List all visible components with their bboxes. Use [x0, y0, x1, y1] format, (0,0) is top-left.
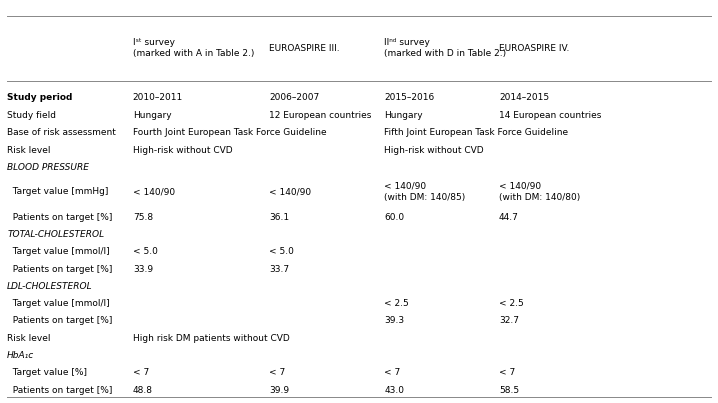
Text: 48.8: 48.8	[133, 386, 153, 395]
Text: 43.0: 43.0	[384, 386, 404, 395]
Text: < 7: < 7	[384, 368, 401, 377]
Text: Hungary: Hungary	[384, 111, 423, 120]
Text: < 2.5: < 2.5	[499, 299, 523, 308]
Text: Target value [mmHg]: Target value [mmHg]	[7, 187, 108, 196]
Text: Fourth Joint European Task Force Guideline: Fourth Joint European Task Force Guideli…	[133, 129, 327, 137]
Text: 60.0: 60.0	[384, 213, 404, 222]
Text: EUROASPIRE IV.: EUROASPIRE IV.	[499, 44, 569, 53]
Text: BLOOD PRESSURE: BLOOD PRESSURE	[7, 163, 89, 172]
Text: 75.8: 75.8	[133, 213, 153, 222]
Text: High risk DM patients without CVD: High risk DM patients without CVD	[133, 334, 289, 343]
Text: 32.7: 32.7	[499, 316, 519, 326]
Text: 2015–2016: 2015–2016	[384, 93, 434, 102]
Text: < 5.0: < 5.0	[269, 247, 294, 256]
Text: Patients on target [%]: Patients on target [%]	[7, 386, 113, 395]
Text: 14 European countries: 14 European countries	[499, 111, 602, 120]
Text: Risk level: Risk level	[7, 334, 51, 343]
Text: Hungary: Hungary	[133, 111, 172, 120]
Text: Study field: Study field	[7, 111, 56, 120]
Text: 58.5: 58.5	[499, 386, 519, 395]
Text: 33.9: 33.9	[133, 265, 153, 274]
Text: Study period: Study period	[7, 93, 73, 102]
Text: 39.9: 39.9	[269, 386, 289, 395]
Text: Patients on target [%]: Patients on target [%]	[7, 265, 113, 274]
Text: Iˢᵗ survey
(marked with A in Table 2.): Iˢᵗ survey (marked with A in Table 2.)	[133, 38, 254, 58]
Text: IIⁿᵈ survey
(marked with D in Table 2.): IIⁿᵈ survey (marked with D in Table 2.)	[384, 38, 506, 58]
Text: EUROASPIRE III.: EUROASPIRE III.	[269, 44, 340, 53]
Text: < 140/90: < 140/90	[133, 187, 175, 196]
Text: Target value [mmol/l]: Target value [mmol/l]	[7, 247, 110, 256]
Text: Patients on target [%]: Patients on target [%]	[7, 213, 113, 222]
Text: LDL-CHOLESTEROL: LDL-CHOLESTEROL	[7, 282, 93, 291]
Text: 39.3: 39.3	[384, 316, 404, 326]
Text: Target value [%]: Target value [%]	[7, 368, 87, 377]
Text: Patients on target [%]: Patients on target [%]	[7, 316, 113, 326]
Text: HbA₁ᴄ: HbA₁ᴄ	[7, 351, 34, 360]
Text: 2006–2007: 2006–2007	[269, 93, 320, 102]
Text: < 5.0: < 5.0	[133, 247, 158, 256]
Text: < 140/90
(with DM: 140/80): < 140/90 (with DM: 140/80)	[499, 181, 580, 202]
Text: Risk level: Risk level	[7, 146, 51, 155]
Text: Target value [mmol/l]: Target value [mmol/l]	[7, 299, 110, 308]
Text: Fifth Joint European Task Force Guideline: Fifth Joint European Task Force Guidelin…	[384, 129, 568, 137]
Text: < 2.5: < 2.5	[384, 299, 409, 308]
Text: High-risk without CVD: High-risk without CVD	[384, 146, 484, 155]
Text: 2014–2015: 2014–2015	[499, 93, 549, 102]
Text: < 140/90
(with DM: 140/85): < 140/90 (with DM: 140/85)	[384, 181, 465, 202]
Text: 44.7: 44.7	[499, 213, 519, 222]
Text: 33.7: 33.7	[269, 265, 289, 274]
Text: < 7: < 7	[269, 368, 286, 377]
Text: 12 European countries: 12 European countries	[269, 111, 372, 120]
Text: TOTAL-CHOLESTEROL: TOTAL-CHOLESTEROL	[7, 231, 104, 239]
Text: < 7: < 7	[133, 368, 149, 377]
Text: High-risk without CVD: High-risk without CVD	[133, 146, 233, 155]
Text: 2010–2011: 2010–2011	[133, 93, 183, 102]
Text: 36.1: 36.1	[269, 213, 289, 222]
Text: < 140/90: < 140/90	[269, 187, 312, 196]
Text: < 7: < 7	[499, 368, 516, 377]
Text: Base of risk assessment: Base of risk assessment	[7, 129, 116, 137]
